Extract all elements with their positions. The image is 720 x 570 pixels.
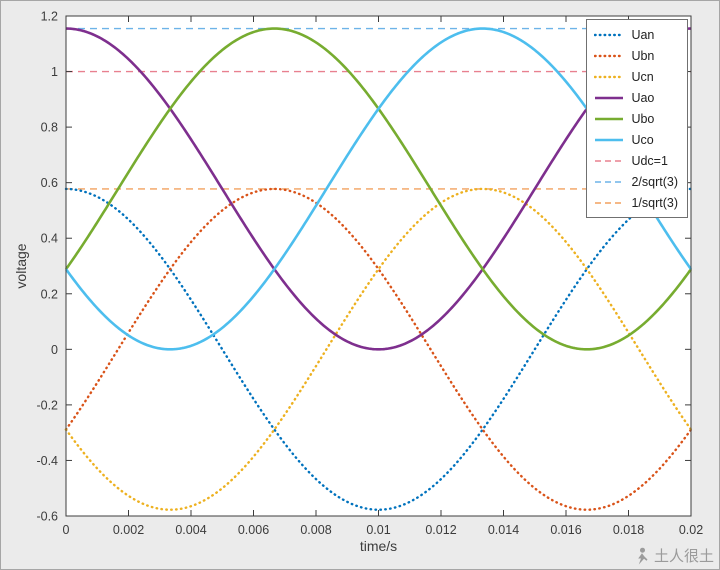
y-tick-label: -0.2 <box>36 398 58 412</box>
legend-label: Udc=1 <box>631 153 668 168</box>
legend-label: Ucn <box>631 69 654 84</box>
y-tick-label: 0.4 <box>41 232 58 246</box>
x-tick-label: 0.002 <box>113 523 144 537</box>
legend-entry-Uco[interactable]: Uco <box>594 129 678 150</box>
legend-line-sample <box>595 117 624 120</box>
legend-line-sample <box>595 96 624 99</box>
y-tick-label: 0.6 <box>41 176 58 190</box>
legend-line-sample <box>595 180 624 183</box>
x-tick-label: 0.016 <box>550 523 581 537</box>
legend[interactable]: Uan Ubn Ucn Uao Ubo Uco Udc=1 2/sqrt(3) 1/sqrt(3… <box>586 19 688 218</box>
x-tick-label: 0 <box>63 523 70 537</box>
x-axis-label: time/s <box>359 538 398 554</box>
legend-entry-Udc=1[interactable]: Udc=1 <box>594 150 678 171</box>
x-tick-label: 0.012 <box>425 523 456 537</box>
legend-line-sample <box>595 201 624 204</box>
watermark: 土人很土 <box>634 545 714 566</box>
x-tick-label: 0.02 <box>679 523 703 537</box>
legend-entry-Ubo[interactable]: Ubo <box>594 108 678 129</box>
legend-label: Uan <box>631 27 655 42</box>
watermark-person-icon <box>638 547 648 564</box>
x-tick-label: 0.018 <box>613 523 644 537</box>
legend-label: Ubn <box>631 48 655 63</box>
y-tick-label: 1 <box>51 65 58 79</box>
legend-line-sample <box>594 33 625 36</box>
y-tick-label: 0.2 <box>41 287 58 301</box>
legend-label: Uao <box>631 90 655 105</box>
y-tick-label: -0.4 <box>36 454 58 468</box>
legend-label: Uco <box>631 132 654 147</box>
series-Ubn <box>64 187 693 511</box>
legend-label: 1/sqrt(3) <box>631 195 678 210</box>
y-axis-label: voltage <box>13 243 29 289</box>
legend-entry-Ucn[interactable]: Ucn <box>594 66 678 87</box>
x-tick-label: 0.006 <box>238 523 269 537</box>
y-tick-label: 1.2 <box>41 10 58 24</box>
watermark-text: 土人很土 <box>653 548 714 565</box>
legend-label: 2/sqrt(3) <box>631 174 678 189</box>
legend-line-sample <box>594 75 625 78</box>
legend-entry-Uan[interactable]: Uan <box>594 24 678 45</box>
y-tick-label: 0 <box>51 343 58 357</box>
legend-line-sample <box>595 138 624 141</box>
legend-label: Ubo <box>631 111 655 126</box>
x-tick-label: 0.014 <box>488 523 519 537</box>
x-tick-label: 0.004 <box>175 523 206 537</box>
legend-entry-Uao[interactable]: Uao <box>594 87 678 108</box>
y-tick-label: -0.6 <box>36 510 58 524</box>
legend-line-sample <box>595 159 624 162</box>
y-tick-label: 0.8 <box>41 121 58 135</box>
x-tick-label: 0.01 <box>366 523 390 537</box>
legend-entry-Ubn[interactable]: Ubn <box>594 45 678 66</box>
x-tick-label: 0.008 <box>300 523 331 537</box>
legend-entry-1/sqrt(3)[interactable]: 1/sqrt(3) <box>594 192 678 213</box>
legend-line-sample <box>594 54 625 57</box>
series-Ucn <box>64 187 693 511</box>
legend-entry-2/sqrt(3)[interactable]: 2/sqrt(3) <box>594 171 678 192</box>
